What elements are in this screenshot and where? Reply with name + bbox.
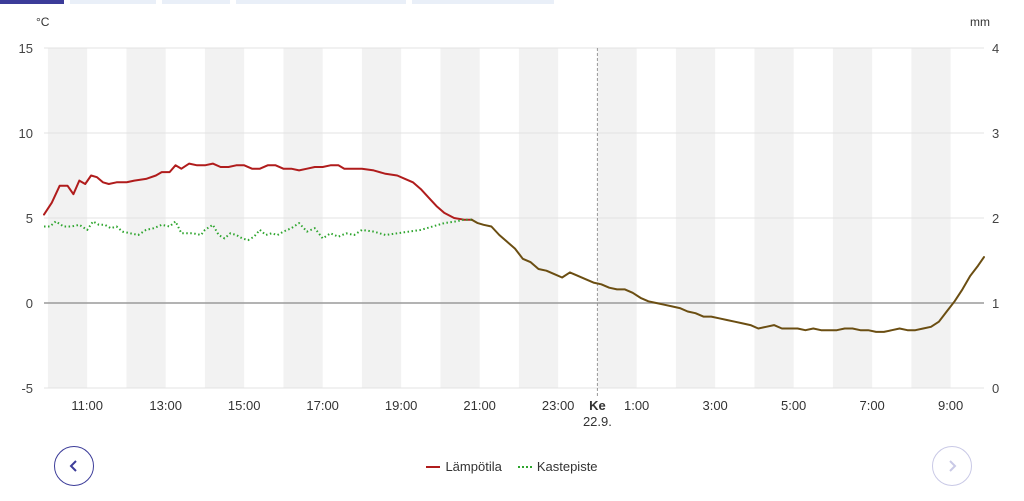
right-tick-label: 0 xyxy=(992,381,999,396)
tab-strip xyxy=(0,0,1024,4)
right-axis-ticks: 4 3 2 1 0 xyxy=(992,41,999,396)
chart-legend: Lämpötila Kastepiste xyxy=(0,459,1024,474)
left-tick-label: 5 xyxy=(26,211,33,226)
right-tick-label: 3 xyxy=(992,126,999,141)
chevron-right-icon xyxy=(949,460,957,472)
series-line-1 xyxy=(44,218,472,242)
x-tick-label: 17:00 xyxy=(306,398,339,413)
x-tick-label: 15:00 xyxy=(228,398,261,413)
legend-label-dewpoint: Kastepiste xyxy=(536,459,598,474)
tab-4[interactable] xyxy=(236,0,406,4)
x-tick-sublabel: 22.9. xyxy=(583,414,612,429)
right-tick-label: 4 xyxy=(992,41,999,56)
x-tick-label: 9:00 xyxy=(938,398,963,413)
x-tick-label: 19:00 xyxy=(385,398,418,413)
tab-2[interactable] xyxy=(70,0,156,4)
x-tick-label: 21:00 xyxy=(463,398,496,413)
x-tick-label: 5:00 xyxy=(781,398,806,413)
series-line-2 xyxy=(470,218,985,333)
series-line-0 xyxy=(43,162,473,221)
x-tick-label: 23:00 xyxy=(542,398,575,413)
left-tick-label: -5 xyxy=(21,381,33,396)
left-tick-label: 0 xyxy=(26,296,33,311)
x-tick-label: 1:00 xyxy=(624,398,649,413)
left-tick-label: 15 xyxy=(19,41,33,56)
tab-5[interactable] xyxy=(412,0,554,4)
legend-item-temperature[interactable]: Lämpötila xyxy=(426,459,502,474)
right-tick-label: 2 xyxy=(992,211,999,226)
x-tick-label: 11:00 xyxy=(71,398,103,413)
chevron-left-icon xyxy=(69,460,77,472)
tab-3[interactable] xyxy=(162,0,230,4)
previous-button[interactable] xyxy=(54,446,94,486)
legend-swatch-dewpoint xyxy=(517,465,532,468)
x-tick-label: 13:00 xyxy=(149,398,182,413)
x-axis-ticks: 11:00 13:00 15:00 17:00 19:00 21:00 23:00 Ke22.… xyxy=(71,398,963,429)
next-button[interactable] xyxy=(932,446,972,486)
series-lines xyxy=(43,162,985,333)
legend-item-dewpoint[interactable]: Kastepiste xyxy=(517,459,598,474)
tab-1[interactable] xyxy=(0,0,64,4)
legend-swatch-temperature xyxy=(426,465,441,468)
x-tick-label: Ke xyxy=(589,398,606,413)
left-tick-label: 10 xyxy=(19,126,33,141)
x-tick-label: 7:00 xyxy=(859,398,884,413)
right-tick-label: 1 xyxy=(992,296,999,311)
right-axis-unit: mm xyxy=(970,15,990,29)
left-axis-ticks: 15 10 5 0 -5 xyxy=(19,41,33,396)
left-axis-unit: °C xyxy=(36,15,50,29)
x-tick-label: 3:00 xyxy=(702,398,727,413)
legend-label-temperature: Lämpötila xyxy=(445,459,502,474)
